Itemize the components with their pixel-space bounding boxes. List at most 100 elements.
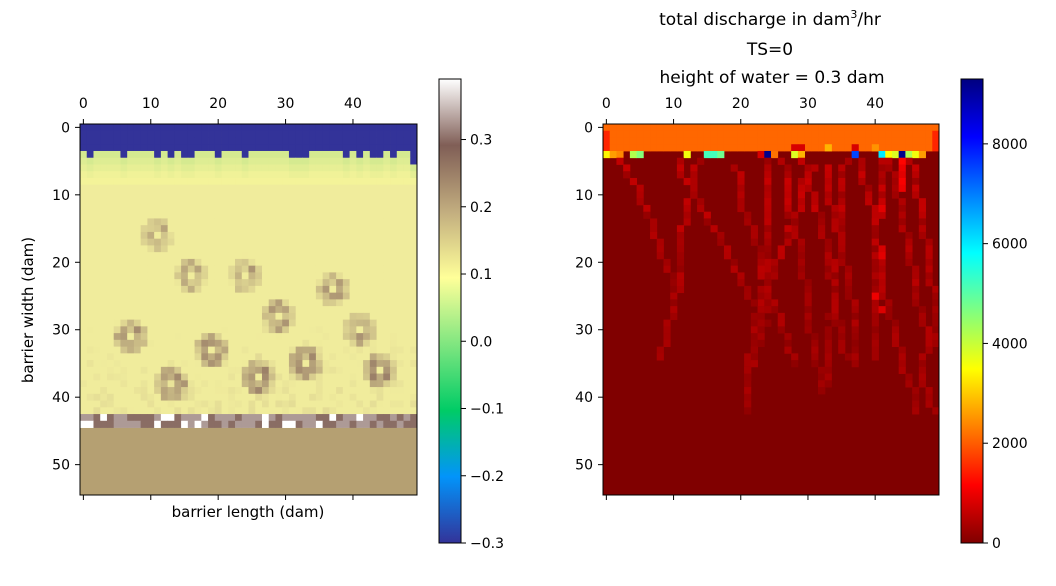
elevation-cell [181, 177, 189, 186]
discharge-channel-cell [858, 157, 866, 165]
elevation-cell [113, 373, 121, 381]
elevation-cell [268, 144, 276, 152]
elevation-cell [315, 353, 324, 361]
elevation-cell [376, 339, 384, 347]
elevation-cell [80, 333, 88, 341]
elevation-cell [336, 353, 344, 361]
discharge-shoreline-cell [703, 144, 711, 152]
discharge-shoreline-cell [905, 124, 913, 132]
elevation-cell [100, 177, 108, 186]
elevation-cell [282, 400, 290, 408]
elevation-cell [363, 319, 371, 327]
elevation-cell [322, 272, 330, 280]
discharge-channel-cell [925, 326, 933, 334]
elevation-cell [187, 292, 195, 300]
elevation-cell [120, 373, 128, 381]
elevation-cell [221, 387, 229, 395]
elevation-cell [120, 387, 128, 395]
discharge-shoreline-cell [650, 137, 658, 145]
elevation-cell [147, 299, 155, 307]
discharge-channel-cell [824, 177, 832, 186]
elevation-cell [80, 211, 88, 219]
elevation-cell [322, 144, 330, 152]
elevation-cell [208, 292, 216, 300]
elevation-cell [349, 312, 357, 321]
elevation-cell [174, 245, 182, 253]
elevation-cell [194, 292, 202, 300]
elevation-cell [160, 164, 169, 172]
discharge-x-tick-label: 30 [799, 96, 817, 112]
elevation-cell [113, 177, 121, 186]
elevation-cell [187, 238, 195, 246]
elevation-cell [396, 157, 404, 165]
elevation-cell [309, 177, 317, 186]
elevation-cell [369, 218, 377, 226]
discharge-shoreline-cell [650, 124, 658, 132]
discharge-channel-cell [831, 279, 839, 287]
elevation-cell [235, 238, 243, 246]
discharge-shoreline-cell [771, 130, 779, 138]
discharge-channel-cell [737, 279, 745, 287]
elevation-cell [349, 353, 357, 361]
elevation-cell [282, 333, 290, 341]
elevation-cell [106, 373, 115, 381]
elevation-cell [113, 238, 121, 246]
elevation-cell [93, 137, 101, 145]
elevation-cell [268, 238, 276, 246]
elevation-cell [376, 400, 384, 408]
elevation-cell [194, 279, 202, 287]
discharge-shoreline-cell [737, 144, 745, 152]
elevation-cell [187, 245, 195, 253]
discharge-channel-cell [885, 299, 893, 307]
discharge-channel-cell [791, 225, 799, 233]
elevation-colorbar-tick-label: −0.1 [470, 402, 504, 418]
elevation-cell [410, 252, 417, 260]
elevation-cell [275, 177, 283, 186]
elevation-cell [295, 184, 303, 192]
discharge-channel-cell [623, 164, 631, 172]
discharge-shoreline-cell [818, 124, 826, 132]
elevation-edge-cell [261, 414, 270, 422]
elevation-cell [228, 150, 236, 159]
discharge-channel-cell [690, 171, 698, 179]
elevation-cell [160, 204, 169, 213]
elevation-cell [390, 144, 398, 152]
discharge-channel-cell [912, 285, 920, 294]
elevation-cell [309, 285, 317, 294]
discharge-plot-frame [602, 123, 940, 496]
elevation-cell [261, 393, 270, 401]
elevation-cell [356, 171, 364, 179]
elevation-cell [295, 177, 303, 186]
elevation-cell [255, 124, 263, 132]
elevation-cell [282, 191, 290, 199]
discharge-channel-cell [764, 231, 772, 240]
elevation-cell [160, 339, 169, 347]
elevation-cell [120, 171, 128, 179]
elevation-cell [235, 279, 243, 287]
discharge-channel-cell [750, 353, 758, 361]
elevation-cell [282, 380, 290, 388]
discharge-shoreline-cell [797, 124, 805, 132]
elevation-cell [396, 130, 404, 138]
elevation-cell [93, 366, 101, 374]
elevation-cell [390, 198, 398, 206]
discharge-channel-cell [824, 238, 832, 246]
elevation-cell [410, 319, 417, 327]
elevation-cell [376, 252, 384, 260]
elevation-cell [93, 198, 101, 206]
discharge-channel-cell [811, 339, 819, 347]
discharge-shoreline-cell [912, 130, 920, 138]
elevation-cell [275, 157, 283, 165]
elevation-cell [106, 407, 115, 415]
elevation-cell [403, 312, 411, 321]
elevation-cell [261, 150, 270, 159]
elevation-cell [208, 157, 216, 165]
elevation-cell [221, 360, 229, 368]
elevation-cell [410, 171, 417, 179]
elevation-cell [349, 144, 357, 152]
elevation-cell [403, 285, 411, 294]
elevation-cell [342, 319, 350, 327]
elevation-cell [174, 164, 182, 172]
discharge-channel-cell [912, 292, 920, 300]
elevation-cell [174, 184, 182, 192]
